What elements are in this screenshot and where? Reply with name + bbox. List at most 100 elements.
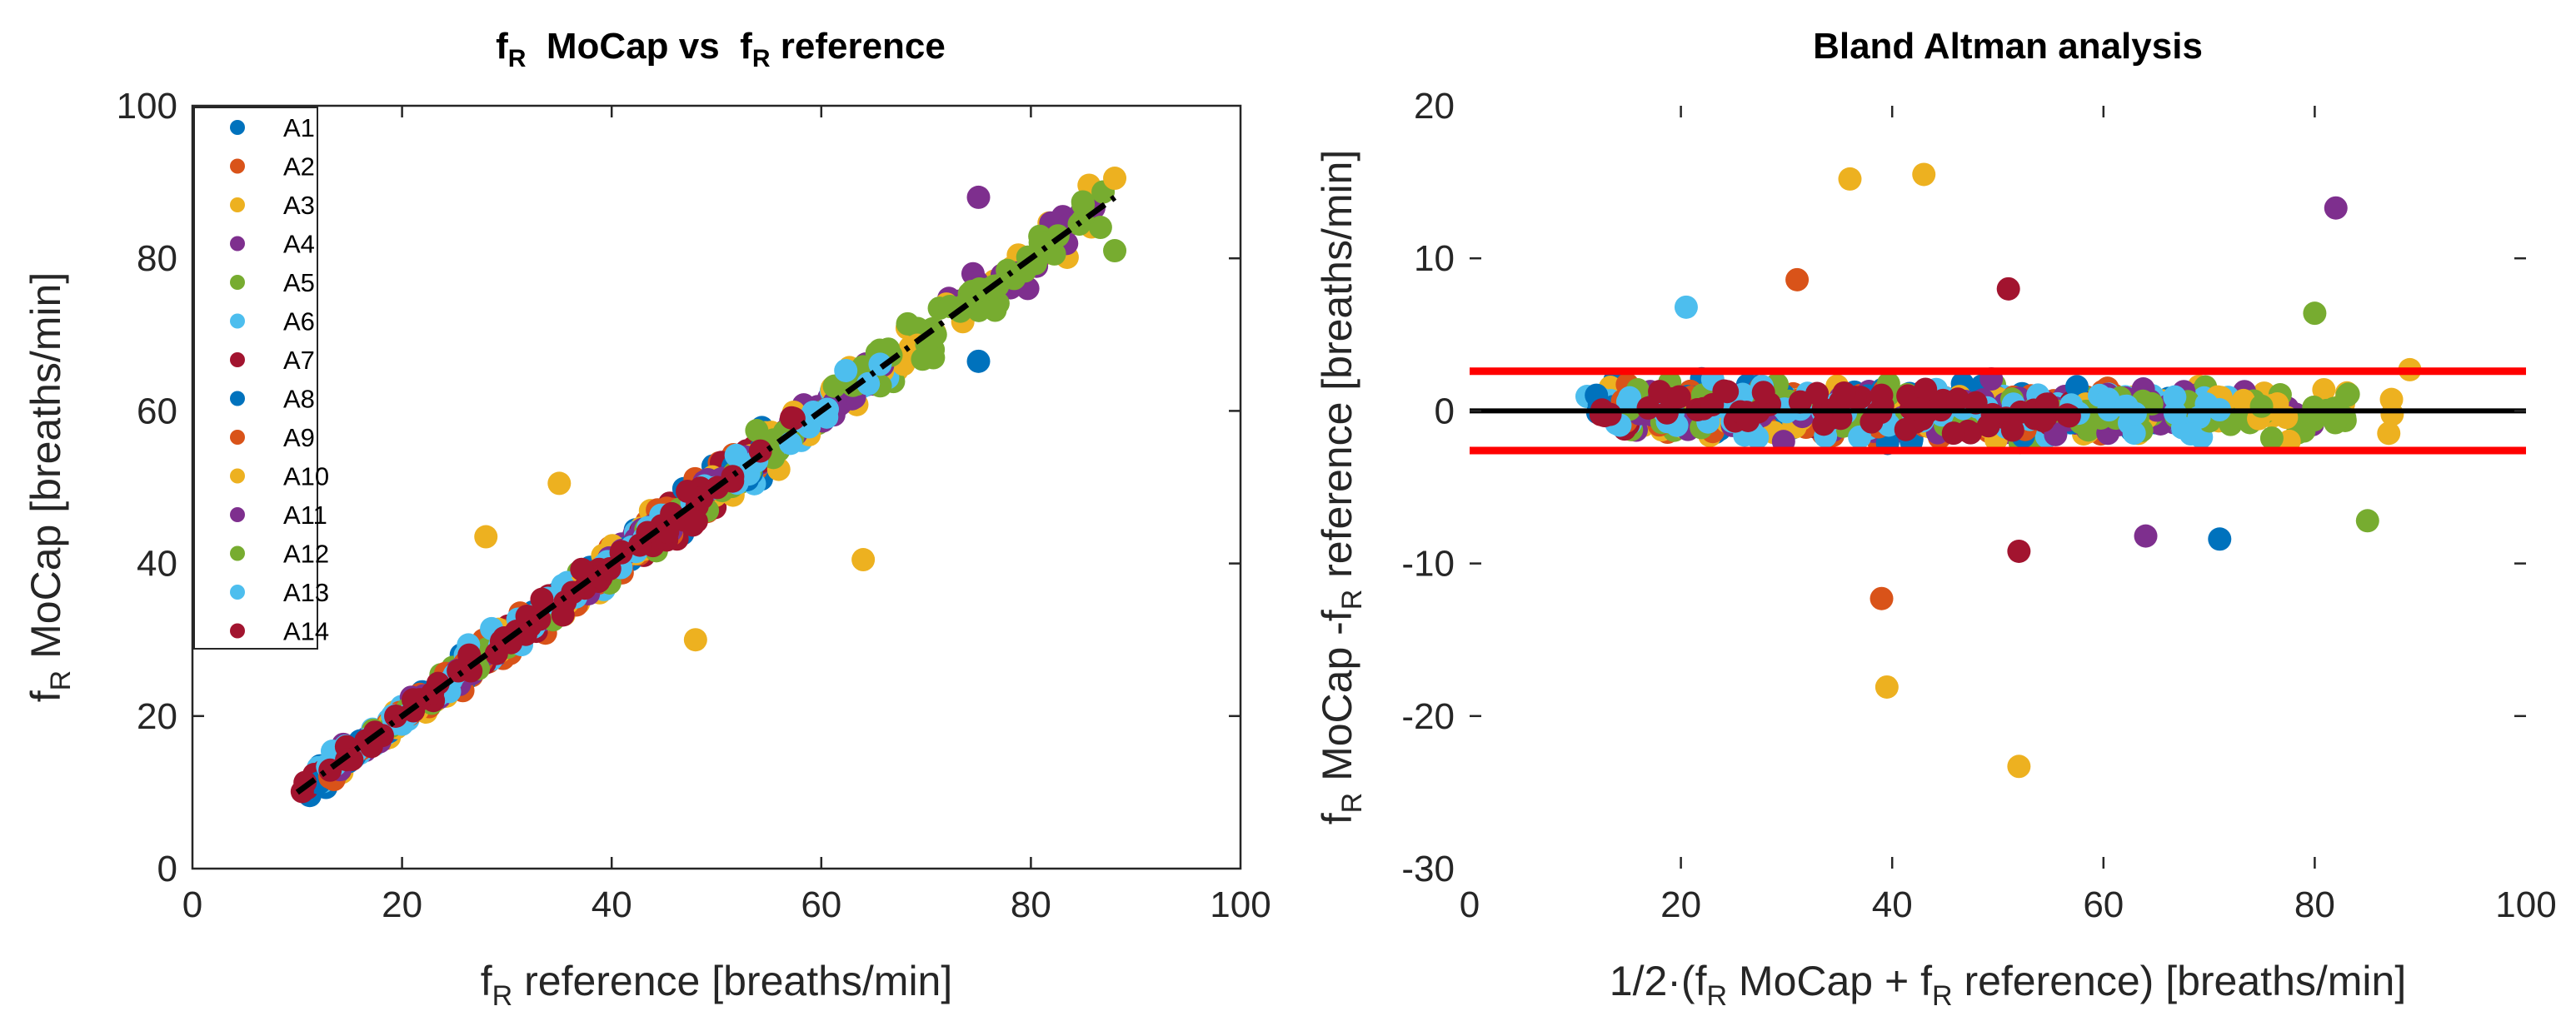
left-x-tick-label: 20	[382, 884, 422, 925]
right-point-a13	[2179, 422, 2203, 446]
left-point-a12	[983, 298, 1007, 322]
legend-marker-a3	[230, 197, 245, 212]
left-x-axis-label: fR reference [breaths/min]	[481, 958, 953, 1012]
right-point-a3	[2377, 421, 2401, 446]
right-outlier-point	[1875, 675, 1899, 699]
left-x-ticks: 0 20 40 60 80 100	[182, 106, 1271, 925]
right-scatter-points	[1575, 162, 2422, 779]
right-outlier-point	[2324, 196, 2348, 220]
right-point-a14	[1860, 410, 1884, 434]
left-outlier-point	[474, 525, 498, 549]
right-point-a14	[1667, 385, 1691, 409]
right-point-a13	[2163, 385, 2187, 409]
legend-marker-a11	[230, 507, 245, 522]
right-outlier-point	[1785, 267, 1810, 291]
legend-label-a4: A4	[283, 230, 315, 259]
right-y-tick-label: -10	[1401, 544, 1455, 585]
right-point-a12	[2249, 394, 2274, 418]
right-outlier-point	[2007, 755, 2031, 779]
right-point-a13	[1618, 386, 1642, 410]
legend-marker-a9	[230, 430, 245, 445]
right-point-a13	[2114, 394, 2139, 418]
left-point-a14	[570, 557, 594, 581]
left-outlier-point	[683, 628, 707, 652]
right-point-a14	[1941, 421, 1965, 446]
left-outlier-point	[547, 471, 572, 496]
right-x-tick-label: 40	[1872, 884, 1913, 925]
left-x-tick-label: 40	[592, 884, 632, 925]
left-point-a14	[779, 406, 803, 430]
left-x-tick-label: 60	[801, 884, 841, 925]
left-point-a14	[401, 688, 425, 712]
legend-label-a10: A10	[283, 462, 329, 491]
legend-marker-a4	[230, 236, 245, 252]
right-outlier-point	[1838, 167, 1862, 191]
right-point-a12	[2335, 383, 2359, 407]
right-x-ticks: 0 20 40 60 80 100	[1460, 106, 2557, 925]
left-point-a5	[1088, 216, 1112, 240]
right-point-a14	[2055, 403, 2079, 427]
right-y-tick-label: 0	[1435, 391, 1455, 431]
left-point-a12	[745, 419, 769, 443]
bland-altman-chart: Bland Altman analysis 0 20 40 60 80 100 -30-2…	[1314, 26, 2557, 1012]
left-y-tick-label: 20	[137, 696, 177, 737]
left-outlier-point	[1103, 239, 1127, 263]
left-y-axis-label: fR MoCap [breaths/min]	[22, 272, 77, 702]
right-point-a14	[1751, 381, 1775, 405]
legend-marker-a6	[230, 313, 245, 329]
right-point-a12	[2324, 411, 2348, 435]
right-outlier-point	[1870, 586, 1894, 610]
legend-marker-a1	[230, 120, 245, 135]
legend-label-a1: A1	[283, 113, 315, 142]
left-point-a5	[1071, 192, 1096, 217]
right-outlier-point	[1912, 162, 1936, 187]
right-point-a14	[1914, 377, 1938, 401]
left-scatter-points	[290, 167, 1127, 808]
legend-marker-a7	[230, 352, 245, 367]
legend-entries: A1 A2 A3 A4 A5 A6 A7 A8 A9 A10 A11 A12 A13 A14	[230, 113, 329, 646]
left-point-a12	[1028, 231, 1052, 255]
legend: A1 A2 A3 A4 A5 A6 A7 A8 A9 A10 A11 A12 A13 A14	[193, 107, 329, 650]
legend-label-a2: A2	[283, 152, 315, 182]
left-y-ticks: 0 20 40 60 80 100	[117, 86, 1241, 889]
right-point-a13	[2096, 387, 2120, 411]
correlation-chart: fR MoCap vs fR reference 0 20 40 60 80 100 0 2…	[22, 26, 1271, 1012]
right-point-a14	[2031, 409, 2055, 433]
left-point-a14	[370, 724, 394, 748]
left-y-tick-label: 80	[137, 238, 177, 279]
right-y-tick-label: 20	[1414, 86, 1455, 127]
left-point-a12	[911, 347, 935, 371]
legend-label-a12: A12	[283, 540, 329, 569]
right-point-a8	[2064, 375, 2089, 399]
right-outlier-point	[1674, 295, 1698, 319]
right-outlier-point	[2208, 527, 2232, 551]
legend-marker-a5	[230, 275, 245, 290]
right-point-a12	[2302, 396, 2326, 420]
right-point-a14	[1980, 402, 2004, 426]
right-y-tick-label: -30	[1401, 849, 1455, 889]
right-x-tick-label: 0	[1460, 884, 1480, 925]
left-axes-box	[191, 104, 1242, 870]
left-outlier-point	[851, 548, 876, 572]
right-point-a14	[1636, 396, 1660, 420]
legend-label-a8: A8	[283, 385, 315, 414]
left-point-a14	[515, 604, 539, 628]
legend-label-a7: A7	[283, 346, 315, 375]
right-x-tick-label: 20	[1660, 884, 1701, 925]
left-outlier-point	[966, 185, 991, 209]
left-y-tick-label: 0	[157, 849, 177, 889]
legend-label-a3: A3	[283, 191, 315, 220]
right-y-tick-label: -20	[1401, 696, 1455, 737]
legend-label-a6: A6	[283, 307, 315, 336]
legend-label-a9: A9	[283, 423, 315, 452]
left-point-a14	[656, 520, 680, 544]
right-point-a14	[1805, 381, 1830, 406]
right-outlier-point	[2134, 524, 2158, 548]
left-outlier-point	[1103, 167, 1127, 191]
left-x-tick-label: 100	[1210, 884, 1271, 925]
left-y-tick-label: 40	[137, 544, 177, 585]
left-y-tick-label: 60	[137, 391, 177, 431]
legend-box	[193, 107, 318, 650]
right-point-a14	[2000, 418, 2024, 442]
right-point-a10	[2231, 388, 2255, 412]
